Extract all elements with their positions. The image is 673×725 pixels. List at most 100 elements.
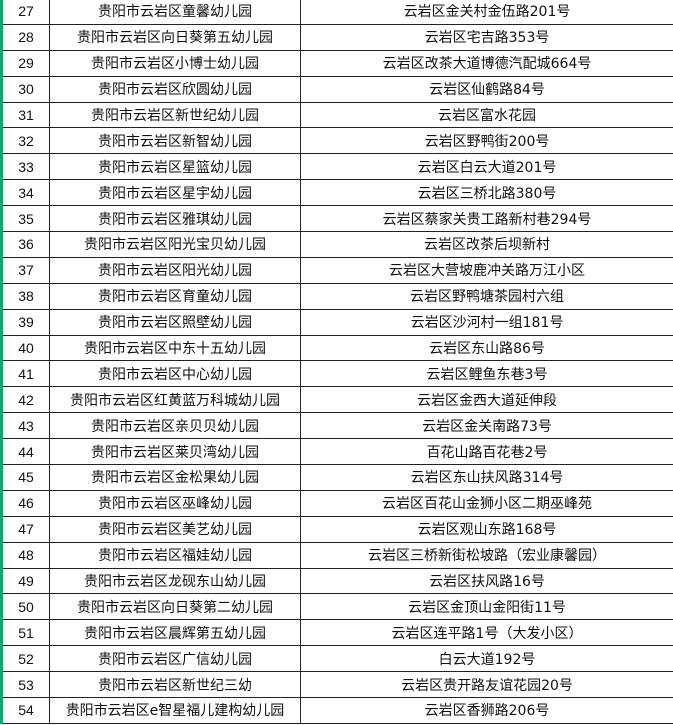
table-row: 37 贵阳市云岩区阳光幼儿园 云岩区大营坡鹿冲关路万江小区 — [3, 257, 673, 284]
row-number: 28 — [3, 24, 50, 51]
row-number: 42 — [3, 386, 50, 414]
kindergarten-address: 云岩区东山扶风路314号 — [300, 464, 673, 491]
kindergarten-address: 云岩区金关南路73号 — [300, 412, 673, 440]
table-row: 31 贵阳市云岩区新世纪幼儿园 云岩区富水花园 — [3, 102, 673, 129]
kindergarten-name: 贵阳市云岩区龙砚东山幼儿园 — [49, 568, 301, 595]
table-row: 53 贵阳市云岩区新世纪三幼 云岩区贵开路友谊花园20号 — [3, 671, 673, 699]
row-number: 34 — [3, 179, 50, 207]
kindergarten-name: 贵阳市云岩区星篮幼儿园 — [49, 153, 301, 181]
table-row: 30 贵阳市云岩区欣圆幼儿园 云岩区仙鹤路84号 — [3, 76, 673, 103]
kindergarten-address: 云岩区东山路86号 — [300, 335, 673, 362]
row-number: 51 — [3, 619, 50, 647]
kindergarten-name: 贵阳市云岩区照壁幼儿园 — [49, 309, 301, 336]
kindergarten-address: 云岩区仙鹤路84号 — [300, 76, 673, 103]
kindergarten-name: 贵阳市云岩区金松果幼儿园 — [49, 464, 301, 491]
kindergarten-name: 贵阳市云岩区晨辉第五幼儿园 — [49, 619, 301, 647]
table-row: 36 贵阳市云岩区阳光宝贝幼儿园 云岩区改茶后坝新村 — [3, 231, 673, 258]
kindergarten-name: 贵阳市云岩区莱贝湾幼儿园 — [49, 438, 301, 466]
kindergarten-address: 云岩区大营坡鹿冲关路万江小区 — [300, 257, 673, 284]
kindergarten-address: 云岩区观山东路168号 — [300, 516, 673, 543]
kindergarten-address: 云岩区金顶山金阳街11号 — [300, 593, 673, 621]
row-number: 33 — [3, 153, 50, 181]
kindergarten-name: 贵阳市云岩区亲贝贝幼儿园 — [49, 412, 301, 440]
row-number: 30 — [3, 76, 50, 103]
kindergarten-address: 云岩区富水花园 — [300, 102, 673, 129]
row-number: 40 — [3, 335, 50, 362]
row-number: 50 — [3, 593, 50, 621]
table-row: 42 贵阳市云岩区红黄蓝万科城幼儿园 云岩区金西大道延伸段 — [3, 386, 673, 414]
table-row: 29 贵阳市云岩区小博士幼儿园 云岩区改茶大道博德汽配城664号 — [3, 50, 673, 77]
row-number: 45 — [3, 464, 50, 491]
kindergarten-name: 贵阳市云岩区新世纪幼儿园 — [49, 102, 301, 129]
table-row: 40 贵阳市云岩区中东十五幼儿园 云岩区东山路86号 — [3, 335, 673, 362]
table-body: 27 贵阳市云岩区童馨幼儿园 云岩区金关村金伍路201号 28 贵阳市云岩区向日葵第五幼… — [3, 0, 673, 724]
row-number: 49 — [3, 568, 50, 595]
table-row: 33 贵阳市云岩区星篮幼儿园 云岩区白云大道201号 — [3, 153, 673, 181]
row-number: 54 — [3, 697, 50, 724]
kindergarten-name: 贵阳市云岩区e智星福儿建构幼儿园 — [49, 697, 301, 724]
kindergarten-address: 云岩区三桥北路380号 — [300, 179, 673, 207]
kindergarten-address: 云岩区野鸭街200号 — [300, 127, 673, 155]
table-row: 32 贵阳市云岩区新智幼儿园 云岩区野鸭街200号 — [3, 127, 673, 155]
kindergarten-address: 云岩区金西大道延伸段 — [300, 386, 673, 414]
row-number: 48 — [3, 542, 50, 569]
row-number: 35 — [3, 205, 50, 233]
table-row: 46 贵阳市云岩区巫峰幼儿园 云岩区百花山金狮小区二期巫峰苑 — [3, 490, 673, 517]
row-number: 27 — [3, 0, 50, 25]
kindergarten-address: 云岩区改茶后坝新村 — [300, 231, 673, 258]
kindergarten-name: 贵阳市云岩区星宇幼儿园 — [49, 179, 301, 207]
kindergarten-address: 白云大道192号 — [300, 645, 673, 673]
table-row: 51 贵阳市云岩区晨辉第五幼儿园 云岩区连平路1号（大发小区） — [3, 619, 673, 647]
kindergarten-name: 贵阳市云岩区新世纪三幼 — [49, 671, 301, 699]
row-number: 52 — [3, 645, 50, 673]
kindergarten-address: 百花山路百花巷2号 — [300, 438, 673, 466]
table-row: 52 贵阳市云岩区广信幼儿园 白云大道192号 — [3, 645, 673, 673]
kindergarten-name: 贵阳市云岩区美艺幼儿园 — [49, 516, 301, 543]
kindergarten-name: 贵阳市云岩区巫峰幼儿园 — [49, 490, 301, 517]
kindergarten-address: 云岩区鲤鱼东巷3号 — [300, 360, 673, 388]
table-row: 39 贵阳市云岩区照壁幼儿园 云岩区沙河村一组181号 — [3, 309, 673, 336]
row-number: 36 — [3, 231, 50, 258]
table-row: 49 贵阳市云岩区龙砚东山幼儿园 云岩区扶风路16号 — [3, 568, 673, 595]
kindergarten-address: 云岩区野鸭塘茶园村六组 — [300, 283, 673, 310]
kindergarten-name: 贵阳市云岩区中东十五幼儿园 — [49, 335, 301, 362]
table-row: 45 贵阳市云岩区金松果幼儿园 云岩区东山扶风路314号 — [3, 464, 673, 491]
table-row: 54 贵阳市云岩区e智星福儿建构幼儿园 云岩区香狮路206号 — [3, 697, 673, 724]
row-number: 32 — [3, 127, 50, 155]
kindergarten-address: 云岩区贵开路友谊花园20号 — [300, 671, 673, 699]
table-row: 27 贵阳市云岩区童馨幼儿园 云岩区金关村金伍路201号 — [3, 0, 673, 25]
table-row: 28 贵阳市云岩区向日葵第五幼儿园 云岩区宅吉路353号 — [3, 24, 673, 51]
kindergarten-name: 贵阳市云岩区新智幼儿园 — [49, 127, 301, 155]
table-row: 38 贵阳市云岩区育童幼儿园 云岩区野鸭塘茶园村六组 — [3, 283, 673, 310]
kindergarten-address: 云岩区蔡家关贵工路新村巷294号 — [300, 205, 673, 233]
kindergarten-address: 云岩区沙河村一组181号 — [300, 309, 673, 336]
table-row: 47 贵阳市云岩区美艺幼儿园 云岩区观山东路168号 — [3, 516, 673, 543]
row-number: 41 — [3, 360, 50, 388]
row-number: 46 — [3, 490, 50, 517]
kindergarten-name: 贵阳市云岩区中心幼儿园 — [49, 360, 301, 388]
row-number: 44 — [3, 438, 50, 466]
row-number: 37 — [3, 257, 50, 284]
kindergarten-address: 云岩区扶风路16号 — [300, 568, 673, 595]
kindergarten-name: 贵阳市云岩区欣圆幼儿园 — [49, 76, 301, 103]
kindergarten-address: 云岩区宅吉路353号 — [300, 24, 673, 51]
kindergarten-name: 贵阳市云岩区广信幼儿园 — [49, 645, 301, 673]
kindergarten-address: 云岩区金关村金伍路201号 — [300, 0, 673, 25]
row-number: 43 — [3, 412, 50, 440]
table-row: 44 贵阳市云岩区莱贝湾幼儿园 百花山路百花巷2号 — [3, 438, 673, 466]
kindergarten-name: 贵阳市云岩区向日葵第五幼儿园 — [49, 24, 301, 51]
row-number: 31 — [3, 102, 50, 129]
kindergarten-address: 云岩区白云大道201号 — [300, 153, 673, 181]
row-number: 29 — [3, 50, 50, 77]
table-row: 34 贵阳市云岩区星宇幼儿园 云岩区三桥北路380号 — [3, 179, 673, 207]
row-number: 53 — [3, 671, 50, 699]
kindergarten-address: 云岩区连平路1号（大发小区） — [300, 619, 673, 647]
table-row: 43 贵阳市云岩区亲贝贝幼儿园 云岩区金关南路73号 — [3, 412, 673, 440]
kindergarten-name: 贵阳市云岩区向日葵第二幼儿园 — [49, 593, 301, 621]
kindergarten-table: 27 贵阳市云岩区童馨幼儿园 云岩区金关村金伍路201号 28 贵阳市云岩区向日葵第五幼… — [3, 0, 673, 724]
table-row: 41 贵阳市云岩区中心幼儿园 云岩区鲤鱼东巷3号 — [3, 360, 673, 388]
kindergarten-address: 云岩区香狮路206号 — [300, 697, 673, 724]
kindergarten-name: 贵阳市云岩区育童幼儿园 — [49, 283, 301, 310]
table-row: 48 贵阳市云岩区福娃幼儿园 云岩区三桥新街松坡路（宏业康馨园） — [3, 542, 673, 569]
